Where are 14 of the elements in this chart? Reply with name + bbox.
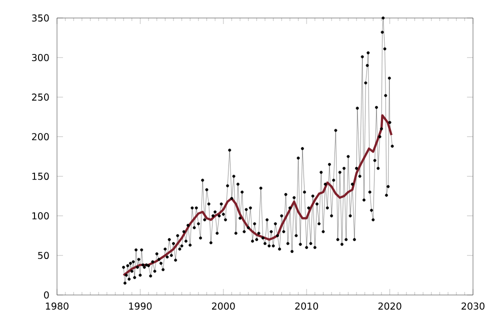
x-tick-label: 2000 xyxy=(212,302,235,310)
x-tick-label: 1980 xyxy=(46,302,68,310)
y-tick-label: 0 xyxy=(44,291,49,299)
y-tick-label: 50 xyxy=(38,252,49,260)
y-tick-label: 200 xyxy=(32,133,49,140)
x-tick-label: 2020 xyxy=(378,302,402,310)
x-tick-label: 2030 xyxy=(462,302,484,310)
y-tick-label: 250 xyxy=(32,94,49,101)
y-tick-label: 150 xyxy=(32,172,49,180)
x-tick-label: 2010 xyxy=(295,302,318,310)
y-tick-label: 300 xyxy=(32,54,49,62)
y-tick-label: 100 xyxy=(32,212,49,220)
y-tick-label: 350 xyxy=(32,14,49,22)
x-tick-label: 1990 xyxy=(129,302,152,310)
